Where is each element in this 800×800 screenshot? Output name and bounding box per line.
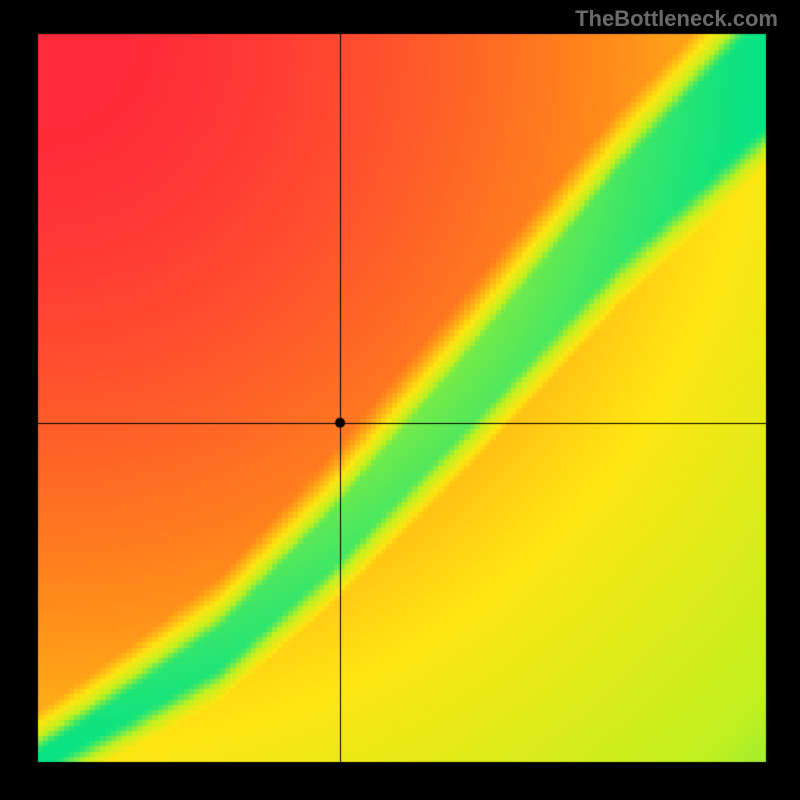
watermark-text: TheBottleneck.com — [575, 6, 778, 32]
chart-container: TheBottleneck.com — [0, 0, 800, 800]
bottleneck-heatmap-canvas — [0, 0, 800, 800]
